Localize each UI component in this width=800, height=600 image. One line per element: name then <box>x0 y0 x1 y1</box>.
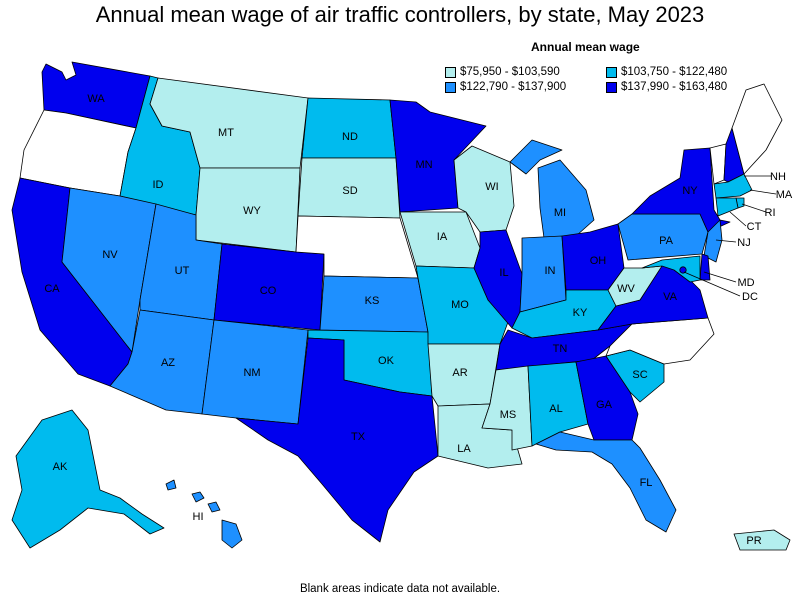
state-ny[interactable] <box>631 147 731 233</box>
state-label-ak: AK <box>53 461 68 473</box>
state-label-dc: DC <box>742 291 758 303</box>
legend-swatch <box>606 81 617 93</box>
legend-swatch <box>606 66 617 78</box>
state-ct[interactable] <box>715 197 739 217</box>
state-label-mt: MT <box>218 127 234 139</box>
state-label-sd: SD <box>342 185 357 197</box>
state-label-ms: MS <box>500 409 517 421</box>
state-label-ma: MA <box>776 189 793 201</box>
state-label-ga: GA <box>596 399 613 411</box>
legend-label: $137,990 - $163,480 <box>621 81 728 93</box>
state-label-co: CO <box>260 285 277 297</box>
state-label-ct: CT <box>747 221 762 233</box>
state-label-id: ID <box>153 179 164 191</box>
legend-label: $122,790 - $137,900 <box>460 81 567 93</box>
state-md[interactable] <box>641 255 701 283</box>
state-label-md: MD <box>737 277 754 289</box>
state-label-tx: TX <box>351 431 366 443</box>
state-label-ut: UT <box>175 265 190 277</box>
state-tx[interactable] <box>235 337 439 543</box>
legend-item-bin-4: $137,990 - $163,480 <box>606 81 727 93</box>
state-in[interactable] <box>519 235 567 313</box>
state-label-in: IN <box>545 265 556 277</box>
state-label-il: IL <box>499 267 508 279</box>
legend-swatch <box>445 66 456 78</box>
state-label-la: LA <box>457 443 471 455</box>
state-label-nh: NH <box>770 171 786 183</box>
state-nd[interactable] <box>301 97 397 159</box>
state-mi[interactable] <box>509 139 595 239</box>
state-label-nd: ND <box>342 131 358 143</box>
state-label-mn: MN <box>415 159 432 171</box>
state-co[interactable] <box>213 243 325 331</box>
state-hi[interactable] <box>165 479 243 549</box>
state-label-ar: AR <box>452 367 467 379</box>
state-label-az: AZ <box>161 357 175 369</box>
legend-item-bin-3: $122,790 - $137,900 <box>445 81 566 93</box>
state-label-oh: OH <box>590 255 607 267</box>
state-label-nm: NM <box>243 367 260 379</box>
state-label-ri: RI <box>765 207 776 219</box>
state-nj[interactable] <box>703 219 723 263</box>
footnote: Blank areas indicate data not available. <box>299 583 501 595</box>
state-label-al: AL <box>549 403 562 415</box>
state-pr[interactable] <box>733 529 791 551</box>
state-label-wi: WI <box>485 181 498 193</box>
legend-title: Annual mean wage <box>531 40 640 54</box>
legend-label: $103,750 - $122,480 <box>621 66 728 78</box>
state-label-wv: WV <box>617 283 635 295</box>
legend-item-bin-2: $103,750 - $122,480 <box>606 66 727 78</box>
state-vt[interactable] <box>709 143 727 185</box>
state-label-pr: PR <box>746 535 761 547</box>
state-label-hi: HI <box>193 511 204 523</box>
state-label-ia: IA <box>437 231 448 243</box>
state-label-wa: WA <box>87 93 105 105</box>
state-label-nj: NJ <box>737 237 750 249</box>
legend-item-bin-1: $75,950 - $103,590 <box>445 66 560 78</box>
state-ak[interactable] <box>11 409 165 549</box>
state-de[interactable] <box>699 253 711 281</box>
state-label-ok: OK <box>378 355 395 367</box>
state-label-ny: NY <box>682 185 698 197</box>
state-label-mi: MI <box>554 207 566 219</box>
state-label-wy: WY <box>243 205 261 217</box>
state-label-ks: KS <box>365 295 380 307</box>
legend-swatch <box>445 81 456 93</box>
label-leader-lines <box>683 175 777 297</box>
state-label-tn: TN <box>553 343 568 355</box>
state-label-ky: KY <box>573 307 588 319</box>
state-label-fl: FL <box>640 477 653 489</box>
state-label-nv: NV <box>102 249 118 261</box>
state-dc[interactable] <box>679 266 687 274</box>
state-fl[interactable] <box>535 431 677 533</box>
state-label-sc: SC <box>632 369 647 381</box>
state-label-ca: CA <box>44 283 60 295</box>
state-label-mo: MO <box>451 299 469 311</box>
state-label-va: VA <box>663 291 678 303</box>
legend-label: $75,950 - $103,590 <box>460 66 560 78</box>
state-label-pa: PA <box>659 235 674 247</box>
map-title: Annual mean wage of air traffic controll… <box>95 2 705 27</box>
